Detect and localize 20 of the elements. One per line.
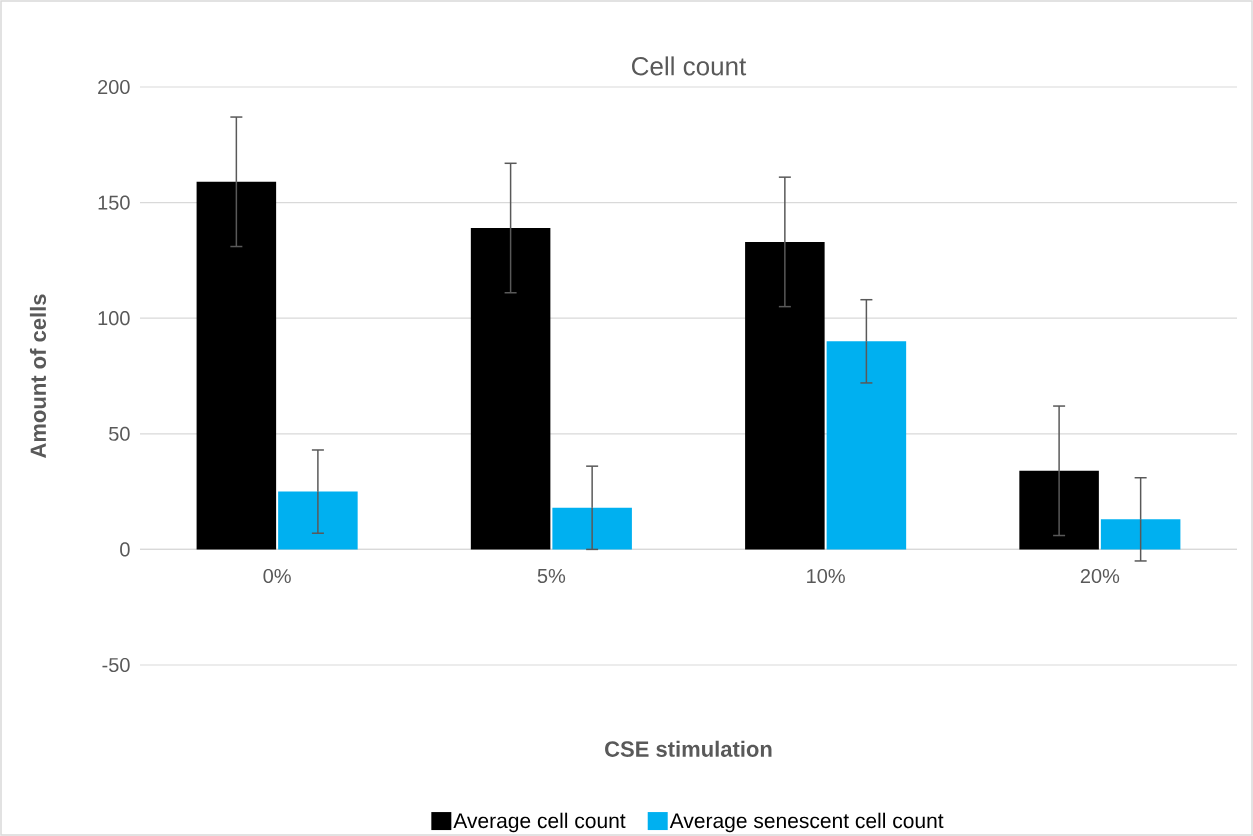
bar	[826, 341, 907, 550]
x-tick-label: 10%	[807, 568, 845, 584]
y-tick-label: 0	[120, 542, 130, 557]
bar	[745, 241, 825, 550]
legend-label: Average senescent cell count	[669, 812, 944, 833]
y-tick-label: 100	[98, 311, 130, 326]
chart-title: Cell count	[632, 56, 747, 76]
x-tick-label: 5%	[537, 568, 566, 583]
y-tick-label: 200	[98, 79, 130, 95]
bar	[1100, 519, 1181, 550]
bar	[196, 181, 277, 550]
y-tick-label: 150	[98, 195, 130, 210]
bar	[470, 228, 551, 550]
x-tick-label: 0%	[263, 568, 291, 584]
y-axis-title: Amount of cells	[29, 294, 47, 458]
y-tick-label: 50	[109, 426, 130, 441]
legend-label: Average cell count	[453, 812, 626, 833]
x-tick-label: 20%	[1080, 568, 1120, 584]
x-axis-title: CSE stimulation	[605, 740, 772, 757]
y-tick-label: -50	[102, 657, 130, 673]
